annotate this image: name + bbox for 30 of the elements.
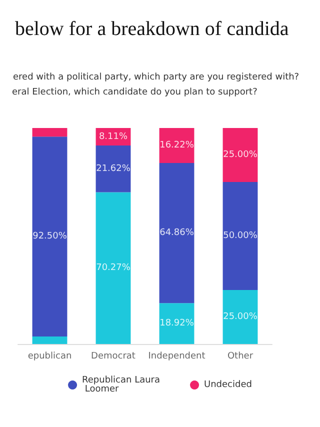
data-label: 25.00%	[223, 312, 258, 322]
bar	[222, 182, 258, 290]
data-label: 16.22%	[160, 140, 194, 151]
data-label: 21.62%	[96, 164, 131, 174]
data-label: 92.50%	[32, 232, 68, 242]
x-tick-label: epublican	[28, 352, 72, 362]
bar	[32, 336, 68, 344]
bar	[32, 136, 68, 336]
data-label: 8.11%	[98, 132, 128, 142]
chart-title: below for a breakdown of candida	[15, 18, 289, 40]
data-label: 64.86%	[160, 228, 194, 238]
bar	[96, 192, 131, 344]
data-label: 70.27%	[96, 263, 131, 274]
bar	[96, 146, 131, 192]
bar	[222, 128, 258, 182]
bar	[159, 303, 194, 344]
x-tick-label: Democrat	[91, 352, 136, 362]
data-label: 50.00%	[223, 231, 258, 241]
legend-label: Undecided	[204, 380, 252, 390]
data-label: 25.00%	[223, 150, 258, 160]
bar	[32, 128, 68, 137]
x-tick-label: Other	[227, 352, 254, 362]
data-label: 18.92%	[160, 318, 194, 329]
x-tick-label: Independent	[148, 352, 206, 362]
legend-label: Republican Laura Loomer	[82, 376, 160, 394]
bar	[159, 163, 194, 304]
bar	[222, 290, 258, 344]
bar	[159, 128, 194, 164]
chart-subtitle: ered with a political party, which party are you registered with?	[13, 72, 300, 82]
text: eral Election, which candidate do you plan to support?	[12, 88, 258, 98]
